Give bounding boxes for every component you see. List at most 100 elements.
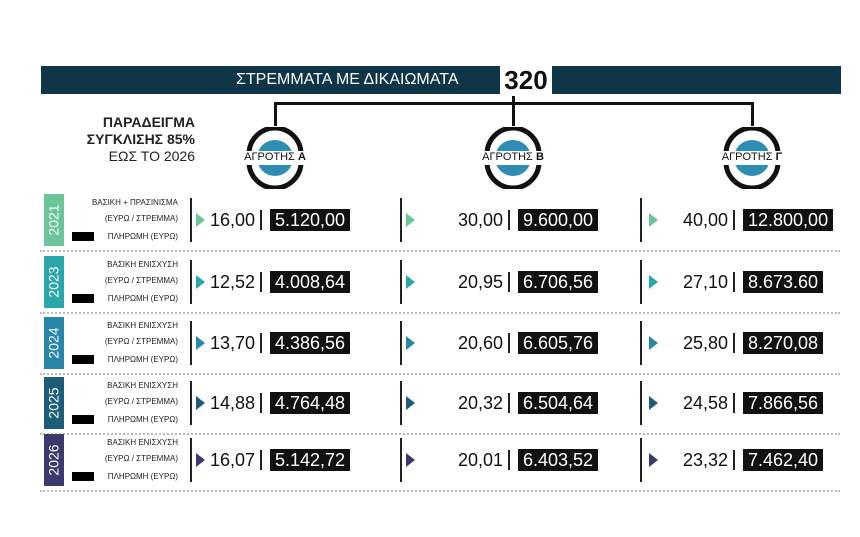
payment-legend-swatch <box>72 415 94 424</box>
payment-legend-swatch <box>72 294 94 303</box>
rate-value: 27,10 <box>683 272 729 292</box>
rate-value: 20,32 <box>458 393 504 413</box>
payment-label: ΠΛΗΡΩΜΗ (ΕΥΡΩ) <box>107 472 178 481</box>
arrow-icon <box>649 336 658 350</box>
row-labels: ΒΑΣΙΚΗ ΕΝΙΣΧΥΣΗ (ΕΥΡΩ / ΣΤΡΕΜΜΑ) ΠΛΗΡΩΜΗ… <box>70 315 178 371</box>
column-divider <box>190 381 192 425</box>
row-labels: ΒΑΣΙΚΗ ΕΝΙΣΧΥΣΗ (ΕΥΡΩ / ΣΤΡΕΜΜΑ) ΠΛΗΡΩΜΗ… <box>70 375 178 431</box>
payment-value: 6.403,52 <box>518 449 599 471</box>
row-separator <box>40 250 840 252</box>
arrow-icon <box>649 453 658 467</box>
row-labels: ΒΑΣΙΚΗ + ΠΡΑΣΙΝΙΣΜΑ (ΕΥΡΩ / ΣΤΡΕΜΜΑ) ΠΛΗ… <box>70 192 178 248</box>
column-divider <box>640 321 642 365</box>
payment-label: ΠΛΗΡΩΜΗ (ΕΥΡΩ) <box>107 355 178 364</box>
payment-value: 6.504,64 <box>518 392 599 414</box>
intro-line1: ΠΑΡΑΔΕΙΓΜΑ <box>102 114 195 130</box>
column-divider <box>190 321 192 365</box>
payment-value: 6.706,56 <box>518 271 599 293</box>
total-acres: 320 <box>500 64 552 96</box>
row-separator <box>40 312 840 314</box>
column-divider <box>190 260 192 304</box>
unit-label: (ΕΥΡΩ / ΣΤΡΕΜΜΑ) <box>104 276 178 285</box>
row-separator <box>40 490 840 492</box>
payment-value: 7.866,56 <box>743 392 824 414</box>
rate-value: 16,07 <box>210 450 256 470</box>
payment-value: 5.120,00 <box>270 209 351 231</box>
separator-bar <box>508 450 510 470</box>
column-divider <box>400 260 402 304</box>
intro-line2: ΣΥΓΚΛΙΣΗΣ 85% <box>86 131 195 147</box>
payment-legend-swatch <box>72 472 94 481</box>
separator-bar <box>508 210 510 230</box>
row-labels: ΒΑΣΙΚΗ ΕΝΙΣΧΥΣΗ (ΕΥΡΩ / ΣΤΡΕΜΜΑ) ΠΛΗΡΩΜΗ… <box>70 432 178 488</box>
year-row: 2023 ΒΑΣΙΚΗ ΕΝΙΣΧΥΣΗ (ΕΥΡΩ / ΣΤΡΕΜΜΑ) ΠΛ… <box>40 254 840 314</box>
arrow-icon <box>196 396 205 410</box>
payment-value: 4.386,56 <box>270 332 351 354</box>
column-divider <box>640 438 642 482</box>
separator-bar <box>508 272 510 292</box>
rate-value: 20,01 <box>458 450 504 470</box>
year-row: 2024 ΒΑΣΙΚΗ ΕΝΙΣΧΥΣΗ (ΕΥΡΩ / ΣΤΡΕΜΜΑ) ΠΛ… <box>40 315 840 375</box>
row-separator <box>40 373 840 375</box>
intro-text: ΠΑΡΑΔΕΙΓΜΑ ΣΥΓΚΛΙΣΗΣ 85% ΕΩΣ ΤΟ 2026 <box>60 114 195 165</box>
separator-bar <box>508 333 510 353</box>
rate-value: 25,80 <box>683 333 729 353</box>
arrow-icon <box>649 275 658 289</box>
payment-label: ΠΛΗΡΩΜΗ (ΕΥΡΩ) <box>107 232 178 241</box>
separator-bar <box>508 393 510 413</box>
year-row: 2025 ΒΑΣΙΚΗ ΕΝΙΣΧΥΣΗ (ΕΥΡΩ / ΣΤΡΕΜΜΑ) ΠΛ… <box>40 375 840 435</box>
payment-legend-swatch <box>72 232 94 241</box>
separator-bar <box>733 333 735 353</box>
column-divider <box>400 381 402 425</box>
farmer-label: ΑΓΡΟΤΗΣ Α <box>244 151 306 163</box>
column-divider <box>400 198 402 242</box>
arrow-icon <box>406 453 415 467</box>
rate-value: 14,88 <box>210 393 256 413</box>
farmer-badge-icon <box>482 127 544 189</box>
separator-bar <box>733 210 735 230</box>
connector-c <box>751 102 754 126</box>
support-label: ΒΑΣΙΚΗ + ΠΡΑΣΙΝΙΣΜΑ <box>91 198 178 207</box>
intro-line3: ΕΩΣ ΤΟ 2026 <box>108 148 195 164</box>
column-divider <box>400 438 402 482</box>
payment-label: ΠΛΗΡΩΜΗ (ΕΥΡΩ) <box>107 294 178 303</box>
arrow-icon <box>196 453 205 467</box>
payment-value: 12.800,00 <box>743 209 834 231</box>
connector-b <box>512 96 515 126</box>
arrow-icon <box>406 396 415 410</box>
payment-value: 5.142,72 <box>270 449 351 471</box>
arrow-icon <box>196 336 205 350</box>
rate-value: 16,00 <box>210 210 256 230</box>
farmer-label: ΑΓΡΟΤΗΣ Γ <box>721 151 783 163</box>
year-row: 2026 ΒΑΣΙΚΗ ΕΝΙΣΧΥΣΗ (ΕΥΡΩ / ΣΤΡΕΜΜΑ) ΠΛ… <box>40 432 840 492</box>
year-badge: 2023 <box>44 256 64 308</box>
unit-label: (ΕΥΡΩ / ΣΤΡΕΜΜΑ) <box>104 397 178 406</box>
separator-bar <box>260 393 262 413</box>
column-divider <box>190 198 192 242</box>
column-divider <box>640 260 642 304</box>
payment-value: 7.462,40 <box>743 449 824 471</box>
farmer-label: ΑΓΡΟΤΗΣ Β <box>482 151 544 163</box>
rate-value: 20,60 <box>458 333 504 353</box>
payment-value: 6.605,76 <box>518 332 599 354</box>
column-divider <box>400 321 402 365</box>
arrow-icon <box>196 213 205 227</box>
column-divider <box>640 198 642 242</box>
unit-label: (ΕΥΡΩ / ΣΤΡΕΜΜΑ) <box>104 214 178 223</box>
connector-a <box>274 102 277 126</box>
separator-bar <box>260 272 262 292</box>
unit-label: (ΕΥΡΩ / ΣΤΡΕΜΜΑ) <box>104 337 178 346</box>
column-divider <box>640 381 642 425</box>
payment-value: 8.270,08 <box>743 332 824 354</box>
payment-legend-swatch <box>72 355 94 364</box>
support-label: ΒΑΣΙΚΗ ΕΝΙΣΧΥΣΗ <box>107 321 178 330</box>
payment-label: ΠΛΗΡΩΜΗ (ΕΥΡΩ) <box>107 415 178 424</box>
support-label: ΒΑΣΙΚΗ ΕΝΙΣΧΥΣΗ <box>107 260 178 269</box>
farmer-badge-icon <box>244 127 306 189</box>
row-separator <box>40 433 840 435</box>
year-row: 2021 ΒΑΣΙΚΗ + ΠΡΑΣΙΝΙΣΜΑ (ΕΥΡΩ / ΣΤΡΕΜΜΑ… <box>40 192 840 252</box>
separator-bar <box>733 272 735 292</box>
support-label: ΒΑΣΙΚΗ ΕΝΙΣΧΥΣΗ <box>107 438 178 447</box>
rate-value: 23,32 <box>683 450 729 470</box>
rate-value: 12,52 <box>210 272 256 292</box>
